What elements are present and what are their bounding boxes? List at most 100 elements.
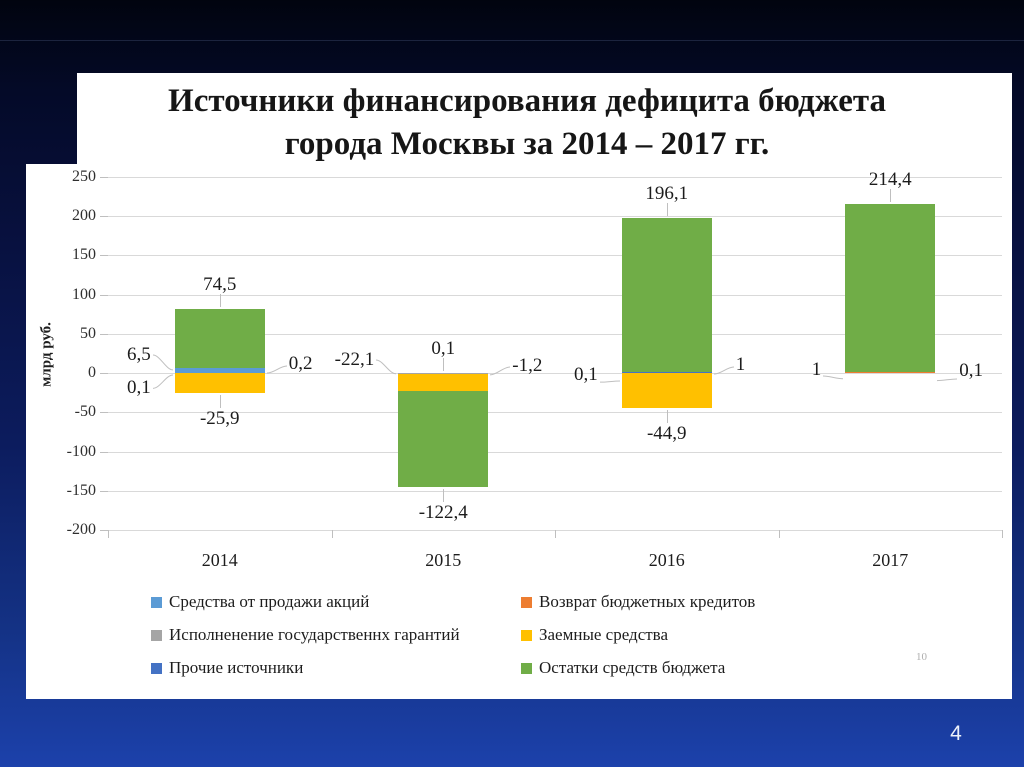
y-axis-label: 200 bbox=[72, 207, 96, 225]
gridline-50 bbox=[108, 333, 1002, 335]
x-axis-label-2017: 2017 bbox=[872, 550, 909, 570]
y-axis-tick bbox=[100, 216, 108, 218]
y-axis-tick bbox=[100, 373, 108, 375]
data-label: -22,1 bbox=[334, 348, 375, 370]
legend-swatch-icon bbox=[521, 663, 532, 674]
label-connector bbox=[713, 363, 735, 375]
legend-item-s0: Средства от продажи акций bbox=[151, 592, 369, 611]
y-axis-label: -50 bbox=[74, 403, 96, 421]
legend-swatch-icon bbox=[151, 630, 162, 641]
label-connector bbox=[266, 362, 288, 374]
legend-swatch-icon bbox=[151, 663, 162, 674]
y-axis-label: -150 bbox=[66, 481, 96, 499]
label-connector bbox=[443, 358, 445, 372]
bar-segment-2015-s3 bbox=[398, 374, 489, 392]
data-label: 196,1 bbox=[645, 183, 689, 205]
watermark-number: 10 bbox=[916, 651, 927, 663]
label-connector bbox=[219, 395, 221, 409]
legend-label: Возврат бюджетных кредитов bbox=[539, 592, 756, 611]
gridline-150 bbox=[108, 255, 1002, 257]
y-axis-label: 100 bbox=[72, 285, 96, 303]
label-connector bbox=[666, 410, 668, 424]
data-label: -25,9 bbox=[199, 408, 240, 430]
label-connector bbox=[375, 358, 397, 376]
bar-segment-2015-s5 bbox=[398, 391, 489, 488]
label-connector bbox=[489, 364, 511, 376]
y-axis-tick bbox=[100, 490, 108, 492]
x-axis-label-2014: 2014 bbox=[201, 550, 238, 570]
data-label: -1,2 bbox=[512, 355, 543, 377]
x-axis-tick bbox=[108, 530, 109, 538]
legend-label: Остатки средств бюджета bbox=[539, 658, 726, 677]
legend-item-s3: Заемные средства bbox=[521, 625, 668, 644]
gridline-250 bbox=[108, 177, 1002, 178]
y-axis-label: 0 bbox=[88, 364, 96, 382]
data-label: 1 bbox=[735, 354, 746, 376]
label-connector bbox=[822, 368, 844, 380]
x-axis-tick bbox=[555, 530, 556, 538]
data-label: 1 bbox=[811, 358, 822, 380]
y-axis-label: -100 bbox=[66, 442, 96, 460]
label-connector bbox=[936, 369, 958, 381]
y-axis-label: 250 bbox=[72, 168, 96, 185]
label-connector bbox=[443, 489, 445, 503]
legend-label: Прочие источники bbox=[169, 658, 304, 677]
legend-label: Заемные средства bbox=[539, 625, 669, 644]
data-label: 0,1 bbox=[574, 363, 598, 385]
bar-segment-2014-s0 bbox=[174, 368, 265, 374]
chart-area: 250 200 150 100 50 0 -50 -100 -150 -200 млрд руб. 2… bbox=[26, 164, 1012, 699]
legend-item-s2: Исполненение государственнх гарантий bbox=[151, 625, 460, 644]
y-axis-title: млрд руб. bbox=[38, 322, 55, 387]
chart-title-line2: города Москвы за 2014 – 2017 гг. bbox=[284, 126, 770, 162]
bar-segment-2017-s1 bbox=[845, 372, 936, 374]
data-label: 0,2 bbox=[288, 353, 313, 375]
data-label: 0,1 bbox=[431, 338, 456, 360]
y-axis-tick bbox=[100, 177, 108, 178]
x-axis-label-2016: 2016 bbox=[648, 550, 685, 570]
data-label: 74,5 bbox=[203, 274, 237, 296]
legend-item-s1: Возврат бюджетных кредитов bbox=[521, 592, 755, 611]
y-axis-tick bbox=[100, 333, 108, 335]
data-label: -122,4 bbox=[418, 502, 468, 524]
bar-segment-2014-s3 bbox=[174, 373, 265, 394]
label-connector bbox=[219, 294, 221, 308]
x-axis-tick bbox=[331, 530, 333, 538]
label-connector bbox=[152, 373, 174, 390]
bar-segment-2016-s3 bbox=[621, 373, 712, 409]
x-axis-tick bbox=[778, 530, 780, 538]
label-connector bbox=[599, 372, 621, 384]
gridline-100 bbox=[108, 294, 1002, 296]
header-band-divider bbox=[0, 40, 1024, 41]
legend-label: Исполненение государственнх гарантий bbox=[169, 625, 460, 644]
bar-segment-2014-s5 bbox=[174, 309, 265, 368]
legend-item-s5: Остатки средств бюджета bbox=[521, 658, 725, 677]
y-axis-tick bbox=[100, 294, 108, 296]
data-label: 0,1 bbox=[127, 377, 151, 398]
y-axis-tick bbox=[100, 412, 108, 414]
x-axis-label-2015: 2015 bbox=[425, 550, 462, 570]
gridline--150 bbox=[108, 490, 1002, 492]
y-axis-label: -200 bbox=[66, 521, 96, 538]
y-axis-tick bbox=[100, 530, 108, 531]
legend-swatch-icon bbox=[521, 630, 532, 641]
data-label: 6,5 bbox=[127, 344, 151, 366]
legend-item-s4: Прочие источники bbox=[151, 658, 303, 677]
gridline--100 bbox=[108, 451, 1002, 453]
bar-segment-2016-s5 bbox=[621, 218, 712, 373]
legend-swatch-icon bbox=[151, 597, 162, 608]
gridline--50 bbox=[108, 412, 1002, 414]
data-label: 0,1 bbox=[959, 360, 983, 382]
bar-segment-2016-s4 bbox=[621, 372, 712, 374]
bar-segment-2017-s5 bbox=[845, 204, 936, 373]
gridline-0 bbox=[108, 373, 1002, 375]
legend-label: Средства от продажи акций bbox=[169, 592, 370, 611]
label-connector bbox=[152, 353, 174, 372]
y-axis-tick bbox=[100, 451, 108, 453]
y-axis-label: 50 bbox=[80, 324, 96, 342]
gridline-200 bbox=[108, 216, 1002, 218]
legend-swatch-icon bbox=[521, 597, 532, 608]
data-label: 214,4 bbox=[868, 169, 912, 191]
chart-title: Источники финансирования дефицита бюджет… bbox=[77, 80, 977, 166]
y-axis-tick bbox=[100, 255, 108, 257]
